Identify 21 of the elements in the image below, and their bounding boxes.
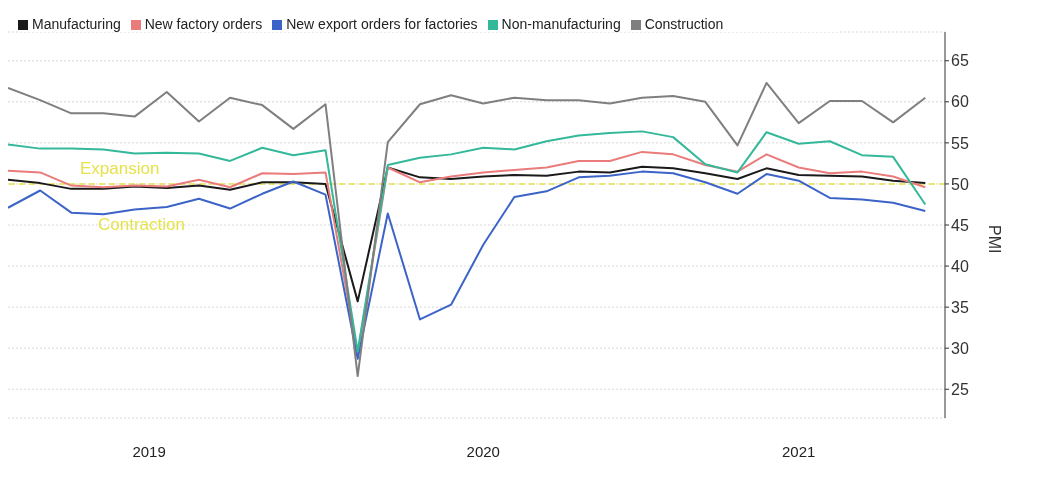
annotation: Expansion	[80, 158, 160, 178]
y-tick-label: 55	[951, 134, 969, 152]
x-tick-label: 2020	[466, 442, 500, 460]
y-tick-label: 30	[951, 339, 969, 357]
legend-label: Manufacturing	[32, 16, 121, 32]
legend-label: Non-manufacturing	[501, 16, 621, 32]
y-tick-label: 40	[951, 257, 969, 275]
y-tick-label: 60	[951, 93, 969, 111]
y-tick-label: 25	[951, 380, 969, 398]
y-tick-label: 65	[951, 52, 969, 70]
y-tick-label: 50	[951, 175, 969, 193]
annotation: Contraction	[98, 214, 185, 234]
legend-label: New factory orders	[144, 16, 263, 32]
y-axis-title: PMI	[986, 225, 1004, 254]
x-tick-label: 2019	[132, 442, 166, 460]
legend-label: New export orders for factories	[286, 16, 478, 32]
y-tick-label: 35	[951, 298, 969, 316]
x-tick-label: 2021	[782, 442, 816, 460]
legend-label: Construction	[644, 16, 724, 32]
line-series	[8, 81, 927, 378]
y-tick-label: 45	[951, 216, 969, 234]
